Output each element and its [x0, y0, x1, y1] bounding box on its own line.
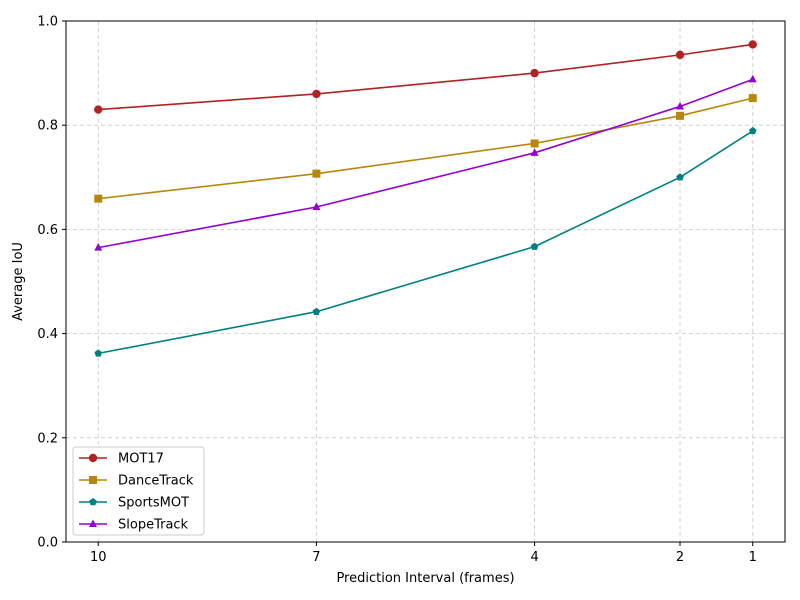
series-layer [94, 40, 757, 357]
y-axis-label: Average IoU [11, 242, 26, 321]
y-tick-label: 0.0 [37, 536, 58, 551]
legend-label: SlopeTrack [118, 518, 189, 533]
data-point-square [94, 194, 103, 203]
y-tick-label: 0.6 [37, 223, 58, 238]
data-point-pentagon [94, 349, 103, 357]
data-point-square [676, 111, 685, 120]
data-point-circle [94, 105, 103, 114]
legend-item-dancetrack: DanceTrack [79, 474, 194, 489]
x-tick-label: 2 [676, 550, 684, 565]
data-point-triangle [89, 519, 97, 527]
data-point-triangle [676, 101, 685, 110]
data-point-pentagon [530, 242, 539, 250]
data-point-circle [675, 50, 685, 60]
x-axis: 10 7 4 2 1 [90, 542, 757, 565]
y-tick-label: 0.4 [37, 327, 58, 342]
data-point-triangle [312, 202, 321, 210]
x-tick-label: 1 [749, 550, 757, 565]
data-point-pentagon [676, 173, 684, 181]
legend-label: MOT17 [118, 452, 164, 467]
series-mot17 [94, 40, 757, 114]
legend-item-slopetrack: SlopeTrack [79, 518, 189, 533]
data-point-circle [530, 68, 539, 78]
data-point-pentagon [748, 126, 757, 135]
x-axis-label: Prediction Interval (frames) [336, 571, 514, 586]
data-point-square [530, 139, 539, 148]
legend-item-mot17: MOT17 [79, 452, 164, 467]
data-point-circle [748, 40, 757, 49]
x-tick-label: 10 [90, 550, 107, 565]
series-dancetrack [94, 94, 757, 203]
series-slopetrack [94, 74, 757, 251]
legend-box [72, 446, 205, 536]
data-point-triangle [94, 243, 103, 251]
data-point-pentagon [89, 498, 97, 506]
legend-item-sportsmot: SportsMOT [79, 496, 189, 511]
x-tick-label: 7 [312, 550, 320, 565]
data-point-square [748, 94, 757, 103]
data-point-square [89, 476, 97, 484]
y-tick-label: 0.2 [37, 431, 58, 446]
y-axis: 0.0 0.2 0.4 0.6 0.8 1.0 [37, 15, 66, 551]
x-tick-label: 4 [530, 550, 538, 565]
legend-label: SportsMOT [118, 496, 189, 511]
legend: MOT17 DanceTrack SportsMOT SlopeTrack [72, 446, 205, 536]
y-tick-label: 1.0 [37, 15, 58, 30]
data-point-circle [88, 453, 98, 463]
data-point-triangle [530, 148, 539, 156]
plot-frame [65, 20, 786, 543]
legend-label: DanceTrack [118, 474, 194, 489]
data-point-triangle [748, 74, 757, 83]
data-point-circle [312, 89, 321, 99]
data-point-pentagon [312, 307, 321, 315]
data-point-square [312, 169, 321, 178]
series-sportsmot [94, 126, 757, 357]
y-tick-label: 0.8 [37, 119, 58, 134]
